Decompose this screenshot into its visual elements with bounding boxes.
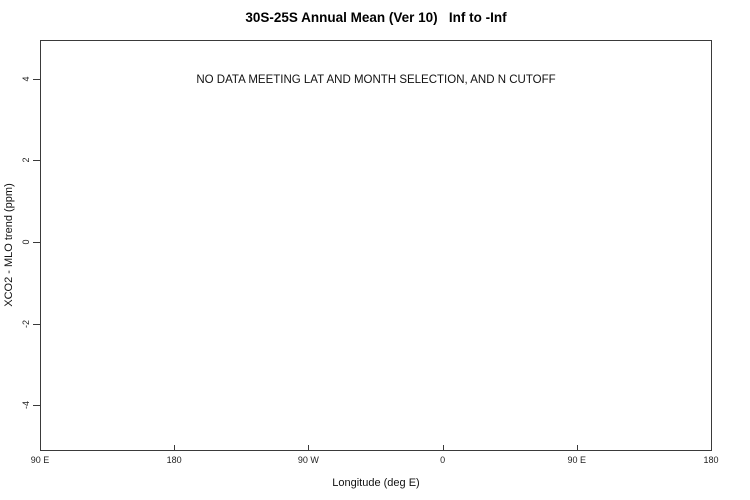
x-tick-label: 180 [166, 455, 182, 465]
x-tick-mark [711, 445, 712, 450]
x-tick-label: 0 [440, 455, 446, 465]
chart-title: 30S-25S Annual Mean (Ver 10) Inf to -Inf [245, 10, 507, 25]
x-tick-mark [40, 445, 41, 450]
x-tick-label: 90 E [30, 455, 50, 465]
x-tick-label: 90 W [297, 455, 319, 465]
y-tick-mark [33, 323, 40, 325]
x-tick-label: 180 [703, 455, 719, 465]
y-tick-mark [33, 241, 40, 243]
y-tick-mark [33, 78, 40, 80]
x-tick-mark [174, 445, 176, 450]
y-tick-label: -4 [21, 401, 31, 410]
x-tick-mark [576, 445, 578, 450]
y-tick-mark [33, 405, 40, 407]
x-tick-mark [308, 445, 310, 450]
y-tick-label: -2 [21, 319, 31, 328]
plot-area [40, 40, 712, 451]
y-tick-label: 2 [21, 157, 31, 163]
x-tick-mark [442, 445, 444, 450]
y-tick-label: 0 [21, 239, 31, 245]
y-tick-label: 4 [21, 76, 31, 82]
x-tick-label: 90 E [567, 455, 587, 465]
y-axis-label: XCO2 - MLO trend (ppm) [3, 183, 15, 307]
y-tick-mark [33, 160, 40, 162]
no-data-message: NO DATA MEETING LAT AND MONTH SELECTION,… [196, 74, 556, 86]
x-axis-label: Longitude (deg E) [332, 477, 420, 489]
